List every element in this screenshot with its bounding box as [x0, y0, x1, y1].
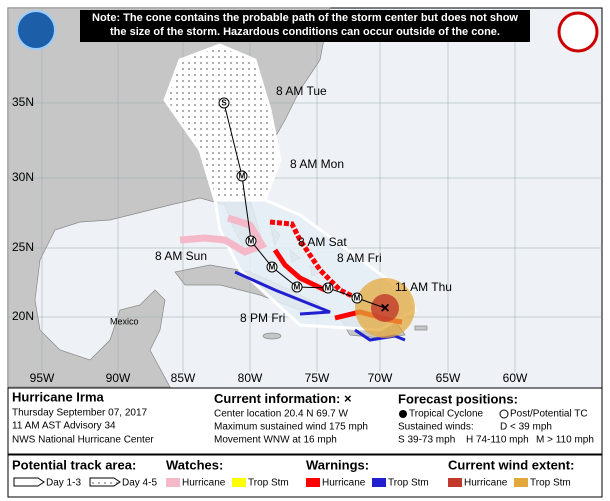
tropical-icon [399, 410, 407, 418]
note: Note: The cone contains the probable pat… [92, 12, 518, 38]
land-puerto-rico [414, 325, 428, 331]
cone-day4-5 [163, 43, 282, 202]
wind-trop-label: Trop Stm [530, 478, 571, 489]
point-letter: M [294, 283, 301, 292]
current-symbol: × [344, 391, 352, 406]
warn-trop-swatch [372, 478, 386, 487]
point-letter: M [325, 284, 332, 293]
wind-trop-swatch [514, 478, 528, 487]
time-label: 8 AM Fri [337, 251, 382, 265]
watches-title: Watches: [166, 457, 223, 472]
noaa-logo [16, 10, 56, 50]
forecast-labels: 8 AM Tue 8 AM Mon 8 AM Sat 8 AM Sun 8 AM… [155, 84, 452, 325]
warn-hurricane-swatch [306, 478, 320, 487]
post-label: Post/Potential TC [510, 409, 588, 420]
watch-hurricane-swatch [166, 478, 180, 487]
time-label: 8 AM Mon [290, 157, 344, 171]
lat-label: 30N [12, 170, 34, 184]
lon-label: 85W [171, 371, 196, 385]
day13-icon [13, 477, 45, 487]
point-marker [291, 281, 303, 293]
lon-label: 95W [30, 371, 55, 385]
watch-trop-swatch [232, 478, 246, 487]
forecast-title: Forecast positions: [398, 391, 518, 406]
lon-label: 65W [436, 371, 461, 385]
warnings-title: Warnings: [306, 457, 369, 472]
storm-name: Hurricane Irma [12, 389, 105, 404]
point-marker [236, 170, 248, 182]
land-jamaica [262, 332, 282, 340]
current-title-text: Current information: [214, 391, 340, 406]
point-marker [245, 235, 257, 247]
center: NWS National Hurricane Center [12, 435, 154, 446]
forecast-points: S M M M M M M [218, 97, 363, 304]
lon-label: 90W [106, 371, 131, 385]
time-label: 11 AM Thu [395, 280, 452, 294]
wind-hurricane-label: Hurricane [464, 478, 508, 489]
day45-label: Day 4-5 [122, 478, 157, 489]
current-position: × [380, 300, 389, 317]
watch-hurricane-label: Hurricane [182, 478, 226, 489]
latitude-labels: 35N 30N 25N 20N [12, 95, 34, 323]
current-line: Movement WNW at 16 mph [214, 435, 337, 446]
point-marker [218, 97, 230, 109]
hurricane-warning [269, 219, 362, 303]
time-label: 8 AM Sat [298, 235, 347, 249]
advisory: 11 AM AST Advisory 34 [12, 421, 116, 432]
note-box [80, 10, 530, 42]
watch-trop-label: Trop Stm [248, 478, 289, 489]
point-letter: M [269, 263, 276, 272]
warn-trop-label: Trop Stm [388, 478, 429, 489]
tropical-label: Tropical Cyclone [409, 409, 484, 420]
wind-h: H 74-110 mph [466, 435, 529, 446]
point-marker [266, 261, 278, 273]
lat-label: 25N [12, 240, 34, 254]
place-label: Mexico [110, 316, 139, 326]
time-label: 8 PM Fri [240, 311, 285, 325]
longitude-labels: 95W 90W 85W 80W 75W 70W 65W 60W [30, 371, 528, 385]
hurricane-watch [179, 214, 268, 256]
legend-panel [7, 454, 603, 498]
track-title: Potential track area: [12, 457, 136, 472]
lon-label: 75W [305, 371, 330, 385]
tropical-storm-warning [234, 270, 406, 342]
wind-m: M > 110 mph [536, 435, 594, 446]
point-marker [351, 292, 363, 304]
lat-label: 20N [12, 309, 34, 323]
warn-hurricane-label: Hurricane [322, 478, 366, 489]
lat-label: 35N [12, 95, 34, 109]
point-marker [322, 282, 334, 294]
point-letter: M [354, 294, 361, 303]
time-label: 8 AM Sun [155, 249, 207, 263]
wind-s: S 39-73 mph [398, 435, 455, 446]
current-title: Current information: × [214, 391, 352, 406]
note-holder: Note: The cone contains the probable pat… [92, 12, 518, 38]
point-letter: M [248, 237, 255, 246]
day13-label: Day 1-3 [46, 478, 81, 489]
lon-label: 70W [368, 371, 393, 385]
storm-date: Thursday September 07, 2017 [12, 408, 148, 419]
winds-label: Sustained winds: [398, 422, 474, 433]
wind-hurricane-swatch [448, 478, 462, 487]
nws-logo [557, 11, 599, 53]
lon-label: 80W [238, 371, 263, 385]
current-line: Maximum sustained wind 175 mph [214, 422, 368, 433]
time-label: 8 AM Tue [276, 84, 327, 98]
wind-d: D < 39 mph [500, 422, 552, 433]
post-icon [499, 409, 509, 419]
wind-title: Current wind extent: [448, 457, 574, 472]
info-panel [7, 387, 603, 455]
day45-icon [89, 477, 121, 487]
point-letter: M [239, 172, 246, 181]
current-line: Center location 20.4 N 69.7 W [214, 409, 349, 420]
lon-label: 60W [503, 371, 528, 385]
point-letter: S [221, 99, 227, 108]
